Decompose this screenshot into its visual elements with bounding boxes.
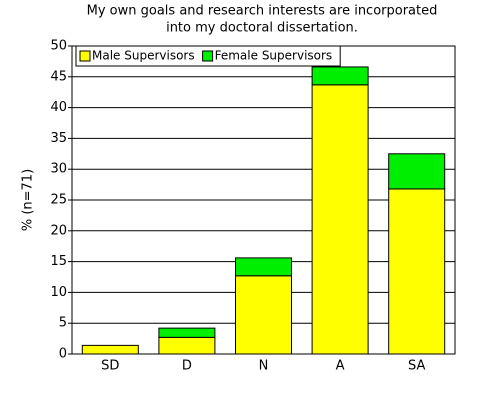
legend-label: Male Supervisors	[92, 49, 195, 63]
legend-swatch	[202, 50, 214, 62]
y-tick-label: 35	[50, 131, 67, 146]
y-tick-label: 45	[50, 69, 67, 84]
bar-segment	[158, 327, 216, 338]
legend-label: Female Supervisors	[215, 49, 333, 63]
legend-swatch	[79, 50, 91, 62]
y-tick-label: 0	[59, 347, 67, 362]
y-tick-label: 40	[50, 100, 67, 115]
bar-segment	[158, 336, 216, 355]
chart-title: into my doctoral dissertation.	[166, 21, 358, 36]
bar-segment	[311, 66, 369, 86]
x-tick-label: D	[182, 359, 192, 374]
chart-title: My own goals and research interests are …	[87, 4, 438, 19]
bar-segment	[311, 84, 369, 355]
x-tick-label: SD	[101, 359, 119, 374]
bar-segment	[388, 188, 446, 355]
y-tick-label: 5	[59, 316, 67, 331]
y-tick-label: 15	[50, 254, 67, 269]
y-tick-label: 20	[50, 223, 67, 238]
bar-segment	[235, 257, 292, 277]
y-tick-label: 50	[50, 39, 67, 54]
y-tick-label: 10	[50, 285, 67, 300]
bar-segment	[81, 344, 139, 355]
y-tick-label: 30	[50, 162, 67, 177]
y-tick-label: 25	[50, 193, 67, 208]
bar-segment	[235, 275, 292, 355]
legend-box	[75, 45, 341, 67]
x-tick-label: N	[259, 359, 269, 374]
bar-segment	[388, 153, 446, 190]
x-tick-label: A	[336, 359, 345, 374]
y-axis-label: % (n=71)	[21, 169, 36, 231]
x-tick-label: SA	[408, 359, 425, 374]
